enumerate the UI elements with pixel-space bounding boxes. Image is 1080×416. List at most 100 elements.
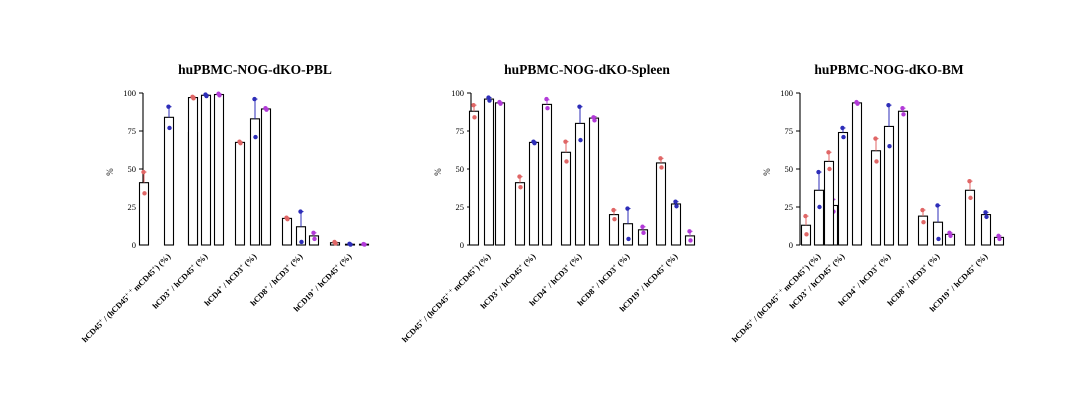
chart-panel-3: huPBMC-NOG-dKO-BM 0 25 50 75 100% hCD45+​ / (h… xyxy=(730,62,1005,344)
data-point xyxy=(362,242,367,247)
data-point xyxy=(641,230,646,236)
bar xyxy=(813,189,825,246)
data-point xyxy=(841,134,846,140)
data-point xyxy=(887,144,892,149)
data-point xyxy=(498,101,503,106)
x-category-label: hCD8+​ / hCD3+​ (%) xyxy=(576,252,632,308)
data-point xyxy=(167,125,172,131)
chart-title: huPBMC-NOG-dKO-Spleen xyxy=(504,62,670,77)
y-tick-label: 0 xyxy=(132,240,136,250)
data-point xyxy=(545,106,550,111)
y-tick-label: 100 xyxy=(123,88,136,98)
data-point xyxy=(544,96,549,102)
data-point xyxy=(252,96,257,102)
data-point xyxy=(935,203,940,208)
x-category-label: hCD8+​ / hCD3+​ (%) xyxy=(249,252,305,308)
y-tick-label: 0 xyxy=(789,240,793,250)
chart-title: huPBMC-NOG-dKO-BM xyxy=(814,62,964,77)
data-point xyxy=(948,233,953,239)
y-axis-label: % xyxy=(105,168,115,176)
x-category-label: hCD4+​ / hCD3+​ (%) xyxy=(837,252,893,308)
data-point xyxy=(967,178,972,184)
y-tick-label: 50 xyxy=(785,164,794,174)
bar xyxy=(897,110,909,246)
data-point xyxy=(333,241,338,246)
data-point xyxy=(285,216,290,222)
data-point xyxy=(166,104,171,109)
data-point xyxy=(217,93,222,98)
data-point xyxy=(688,238,693,243)
bar xyxy=(837,131,849,246)
bar xyxy=(980,214,992,246)
data-point xyxy=(612,216,617,222)
y-axis-label: % xyxy=(433,168,443,176)
bar xyxy=(560,151,572,246)
data-point xyxy=(625,206,630,211)
y-tick-label: 0 xyxy=(460,240,464,250)
chart-panel-2: huPBMC-NOG-dKO-Spleen 0 25 50 75 100% hCD45+​ … xyxy=(400,62,696,344)
data-point xyxy=(803,213,808,219)
bar xyxy=(870,150,882,246)
bar xyxy=(494,102,506,246)
data-point xyxy=(936,236,941,242)
data-point xyxy=(804,232,809,237)
data-point xyxy=(142,191,147,196)
y-tick-label: 75 xyxy=(128,126,137,136)
data-point xyxy=(532,140,537,146)
data-point xyxy=(238,140,243,146)
data-point xyxy=(264,107,269,112)
y-tick-label: 25 xyxy=(456,202,465,212)
data-point xyxy=(673,199,678,204)
data-point xyxy=(640,224,645,229)
data-point xyxy=(471,102,476,108)
data-point xyxy=(487,98,492,103)
data-point xyxy=(518,185,523,190)
x-category-label: hCD45+​ / (hCD45+​ +​ mCD45+​) (%) xyxy=(730,252,822,344)
bar xyxy=(187,97,199,246)
bar xyxy=(528,141,540,246)
data-point xyxy=(901,112,906,117)
data-point xyxy=(900,106,905,111)
bar xyxy=(514,182,526,246)
bar xyxy=(234,141,246,246)
data-point xyxy=(997,236,1002,242)
bar xyxy=(851,102,863,246)
data-point xyxy=(658,156,663,161)
data-point xyxy=(311,230,316,236)
y-tick-label: 25 xyxy=(785,202,794,212)
bar xyxy=(670,203,682,246)
data-point xyxy=(886,102,891,108)
data-point xyxy=(921,220,926,225)
y-tick-label: 100 xyxy=(780,88,793,98)
data-point xyxy=(816,169,821,175)
bar xyxy=(200,94,212,246)
y-axis-label: % xyxy=(762,168,772,176)
data-point xyxy=(840,125,845,131)
bar xyxy=(655,162,667,246)
data-point xyxy=(659,165,664,170)
data-point xyxy=(312,236,317,242)
y-tick-label: 50 xyxy=(456,164,465,174)
data-point xyxy=(984,214,989,220)
data-point xyxy=(563,139,568,144)
data-point xyxy=(874,159,879,164)
data-point xyxy=(873,136,878,141)
y-tick-label: 75 xyxy=(456,126,465,136)
data-point xyxy=(968,195,973,201)
data-point xyxy=(577,104,582,109)
bar xyxy=(823,160,835,246)
data-point xyxy=(578,137,583,143)
data-point xyxy=(611,207,616,213)
data-point xyxy=(674,204,679,209)
data-point xyxy=(983,210,988,215)
data-point xyxy=(855,101,860,106)
bar xyxy=(260,108,272,246)
bar xyxy=(163,116,175,246)
x-category-label: hCD45+​ / (hCD45+​ +​ mCD45+​) (%) xyxy=(400,252,492,344)
data-point xyxy=(348,242,353,247)
data-point xyxy=(299,239,304,245)
data-point xyxy=(592,118,597,123)
data-point xyxy=(920,207,925,213)
bar xyxy=(932,221,944,246)
